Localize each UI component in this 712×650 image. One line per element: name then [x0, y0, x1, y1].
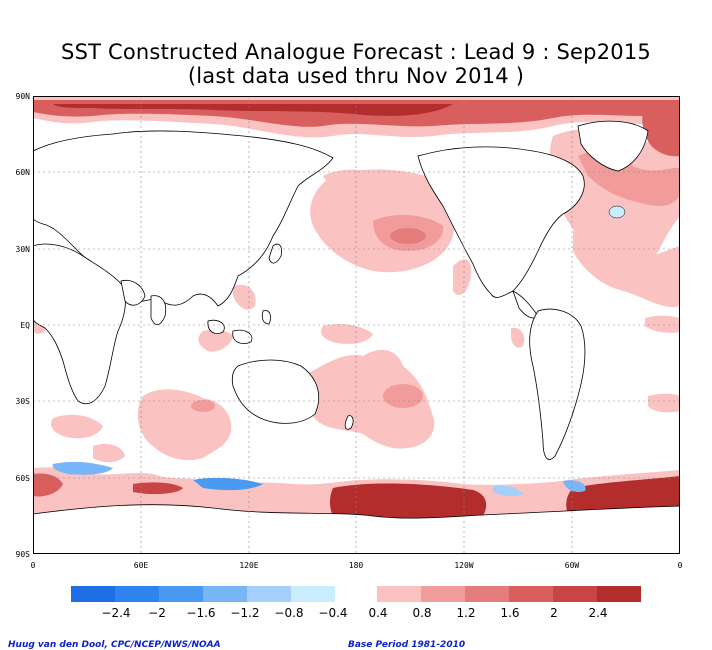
colorbar-swatch-positive — [465, 586, 509, 602]
lat-label-90s: 90S — [15, 550, 30, 559]
colorbar-swatch-negative — [291, 586, 335, 602]
graticule — [33, 96, 680, 554]
colorbar-swatch-negative — [115, 586, 159, 602]
legend-label: 0.4 — [368, 606, 388, 620]
legend-label: 2 — [550, 606, 558, 620]
legend-label: 1.2 — [456, 606, 476, 620]
lon-label-120e: 120E — [239, 561, 259, 570]
legend-label: −1.6 — [186, 606, 216, 620]
lat-label-30n: 30N — [15, 245, 30, 254]
north-atlantic-warm-anomaly — [549, 114, 680, 308]
legend-label: 1.6 — [500, 606, 520, 620]
lat-label-60n: 60N — [15, 168, 30, 177]
colorbar-swatch-negative — [71, 586, 115, 602]
colorbar-swatch-positive — [421, 586, 465, 602]
base-period-note: Base Period 1981-2010 — [348, 640, 466, 650]
colorbar-swatch-negative — [203, 586, 247, 602]
colorbar-positive — [377, 586, 641, 602]
map-title-line1: SST Constructed Analogue Forecast : Lead… — [61, 40, 651, 64]
arctic-warm-anomaly — [33, 96, 680, 138]
lon-label-60w: 60W — [564, 561, 580, 570]
colorbar-swatch-positive — [597, 586, 641, 602]
lat-label-60s: 60S — [15, 474, 30, 483]
sst-map-svg — [33, 96, 680, 554]
map-frame — [33, 96, 680, 554]
author-credit: Huug van den Dool, CPC/NCEP/NWS/NOAA — [8, 640, 221, 650]
legend-label: 0.8 — [412, 606, 432, 620]
continent-outlines — [33, 120, 680, 554]
legend-label: −0.4 — [318, 606, 348, 620]
lat-label-eq: EQ — [20, 321, 30, 330]
legend-label: −2.4 — [101, 606, 131, 620]
lon-label-0-east: 0 — [677, 561, 683, 570]
legend-label: −1.2 — [230, 606, 260, 620]
colorbar-swatch-positive — [553, 586, 597, 602]
lon-label-120w: 120W — [454, 561, 474, 570]
lon-label-0: 0 — [30, 561, 36, 570]
lat-label-90n: 90N — [15, 92, 30, 101]
legend-label: 2.4 — [588, 606, 608, 620]
colorbar-swatch-negative — [247, 586, 291, 602]
legend-label: −2 — [148, 606, 166, 620]
lon-label-180: 180 — [348, 561, 364, 570]
lon-label-60e: 60E — [133, 561, 149, 570]
legend-label: −0.8 — [274, 606, 304, 620]
colorbar-swatch-positive — [509, 586, 553, 602]
colorbar-swatch-positive — [377, 586, 421, 602]
colorbar-negative — [71, 586, 335, 602]
map-title-line2: (last data used thru Nov 2014 ) — [187, 64, 525, 88]
colorbar-swatch-negative — [159, 586, 203, 602]
sst-map — [33, 96, 680, 554]
north-pacific-warm-anomaly — [310, 169, 472, 296]
lat-label-30s: 30S — [15, 397, 30, 406]
